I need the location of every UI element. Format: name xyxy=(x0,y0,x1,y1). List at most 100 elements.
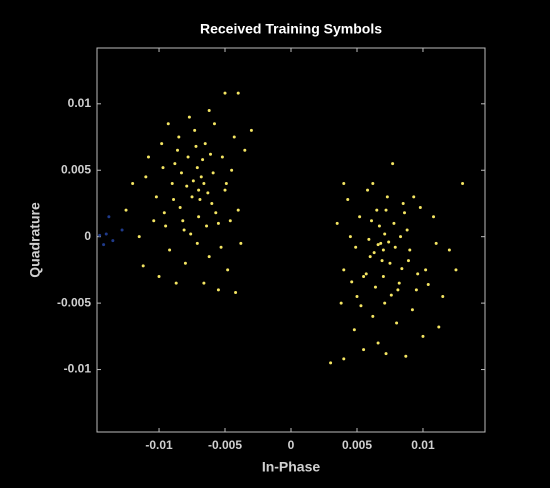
point xyxy=(173,162,177,166)
point xyxy=(211,171,215,175)
point xyxy=(368,255,372,259)
point xyxy=(412,195,416,199)
point xyxy=(195,166,199,170)
point xyxy=(400,267,404,271)
point xyxy=(208,152,212,156)
point xyxy=(131,182,135,186)
point xyxy=(381,275,385,279)
point xyxy=(362,348,366,352)
point xyxy=(102,243,106,247)
point xyxy=(383,232,387,236)
point xyxy=(396,288,400,292)
point xyxy=(371,182,375,186)
point xyxy=(219,245,223,249)
point xyxy=(424,268,428,272)
point xyxy=(178,205,182,209)
point xyxy=(346,197,350,201)
point xyxy=(350,280,354,284)
point xyxy=(421,334,425,338)
point xyxy=(370,219,374,223)
point xyxy=(380,259,384,263)
point xyxy=(379,241,383,245)
point xyxy=(182,228,186,232)
point xyxy=(152,219,156,223)
point xyxy=(399,235,403,239)
point xyxy=(239,241,243,245)
point xyxy=(447,248,451,252)
point xyxy=(107,215,111,219)
point xyxy=(236,91,240,95)
point xyxy=(176,148,180,152)
point xyxy=(230,168,234,172)
point xyxy=(454,268,458,272)
x-tick-label: -0.005 xyxy=(208,438,242,452)
point xyxy=(381,248,385,252)
point xyxy=(371,314,375,318)
y-tick-label: 0 xyxy=(84,229,91,243)
point xyxy=(201,158,205,162)
point xyxy=(174,281,178,285)
point xyxy=(393,245,397,249)
point xyxy=(401,201,405,205)
point xyxy=(104,232,108,236)
point xyxy=(416,272,420,276)
point xyxy=(441,294,445,298)
point xyxy=(193,128,197,132)
point xyxy=(210,201,214,205)
x-tick-label: 0.005 xyxy=(342,438,372,452)
point xyxy=(111,239,115,243)
point xyxy=(214,211,218,215)
point xyxy=(389,293,393,297)
point xyxy=(385,195,389,199)
point xyxy=(202,281,206,285)
point xyxy=(437,325,441,329)
y-tick-label: 0.005 xyxy=(61,162,91,176)
point xyxy=(224,182,228,186)
y-tick-label: 0.01 xyxy=(68,96,92,110)
point xyxy=(183,261,187,265)
point xyxy=(348,235,352,239)
point xyxy=(375,208,379,212)
point xyxy=(329,361,333,365)
y-tick-label: -0.005 xyxy=(57,295,91,309)
point xyxy=(434,241,438,245)
point xyxy=(397,281,401,285)
point xyxy=(197,215,201,219)
point xyxy=(177,135,181,139)
x-tick-label: 0.01 xyxy=(411,438,435,452)
point xyxy=(206,191,210,195)
point xyxy=(202,182,206,186)
point xyxy=(205,224,209,228)
point xyxy=(376,341,380,345)
point xyxy=(234,290,238,294)
point xyxy=(207,255,211,259)
point xyxy=(186,155,190,159)
point xyxy=(395,321,399,325)
point xyxy=(339,301,343,305)
x-axis-label: In-Phase xyxy=(262,459,321,475)
point xyxy=(226,268,230,272)
point xyxy=(189,232,193,236)
y-axis-label: Quadrature xyxy=(27,202,43,278)
y-tick-label: -0.01 xyxy=(64,362,92,376)
point xyxy=(377,224,381,228)
point xyxy=(364,272,368,276)
point xyxy=(405,228,409,232)
point xyxy=(162,211,166,215)
point xyxy=(124,208,128,212)
x-tick-label: -0.01 xyxy=(145,438,173,452)
point xyxy=(164,224,168,228)
point xyxy=(406,259,410,263)
point xyxy=(358,215,362,219)
point xyxy=(212,122,216,126)
point xyxy=(372,251,376,255)
point xyxy=(172,197,176,201)
point xyxy=(207,108,211,112)
point xyxy=(157,275,161,279)
point xyxy=(191,179,195,183)
point xyxy=(391,162,395,166)
point xyxy=(376,243,380,247)
